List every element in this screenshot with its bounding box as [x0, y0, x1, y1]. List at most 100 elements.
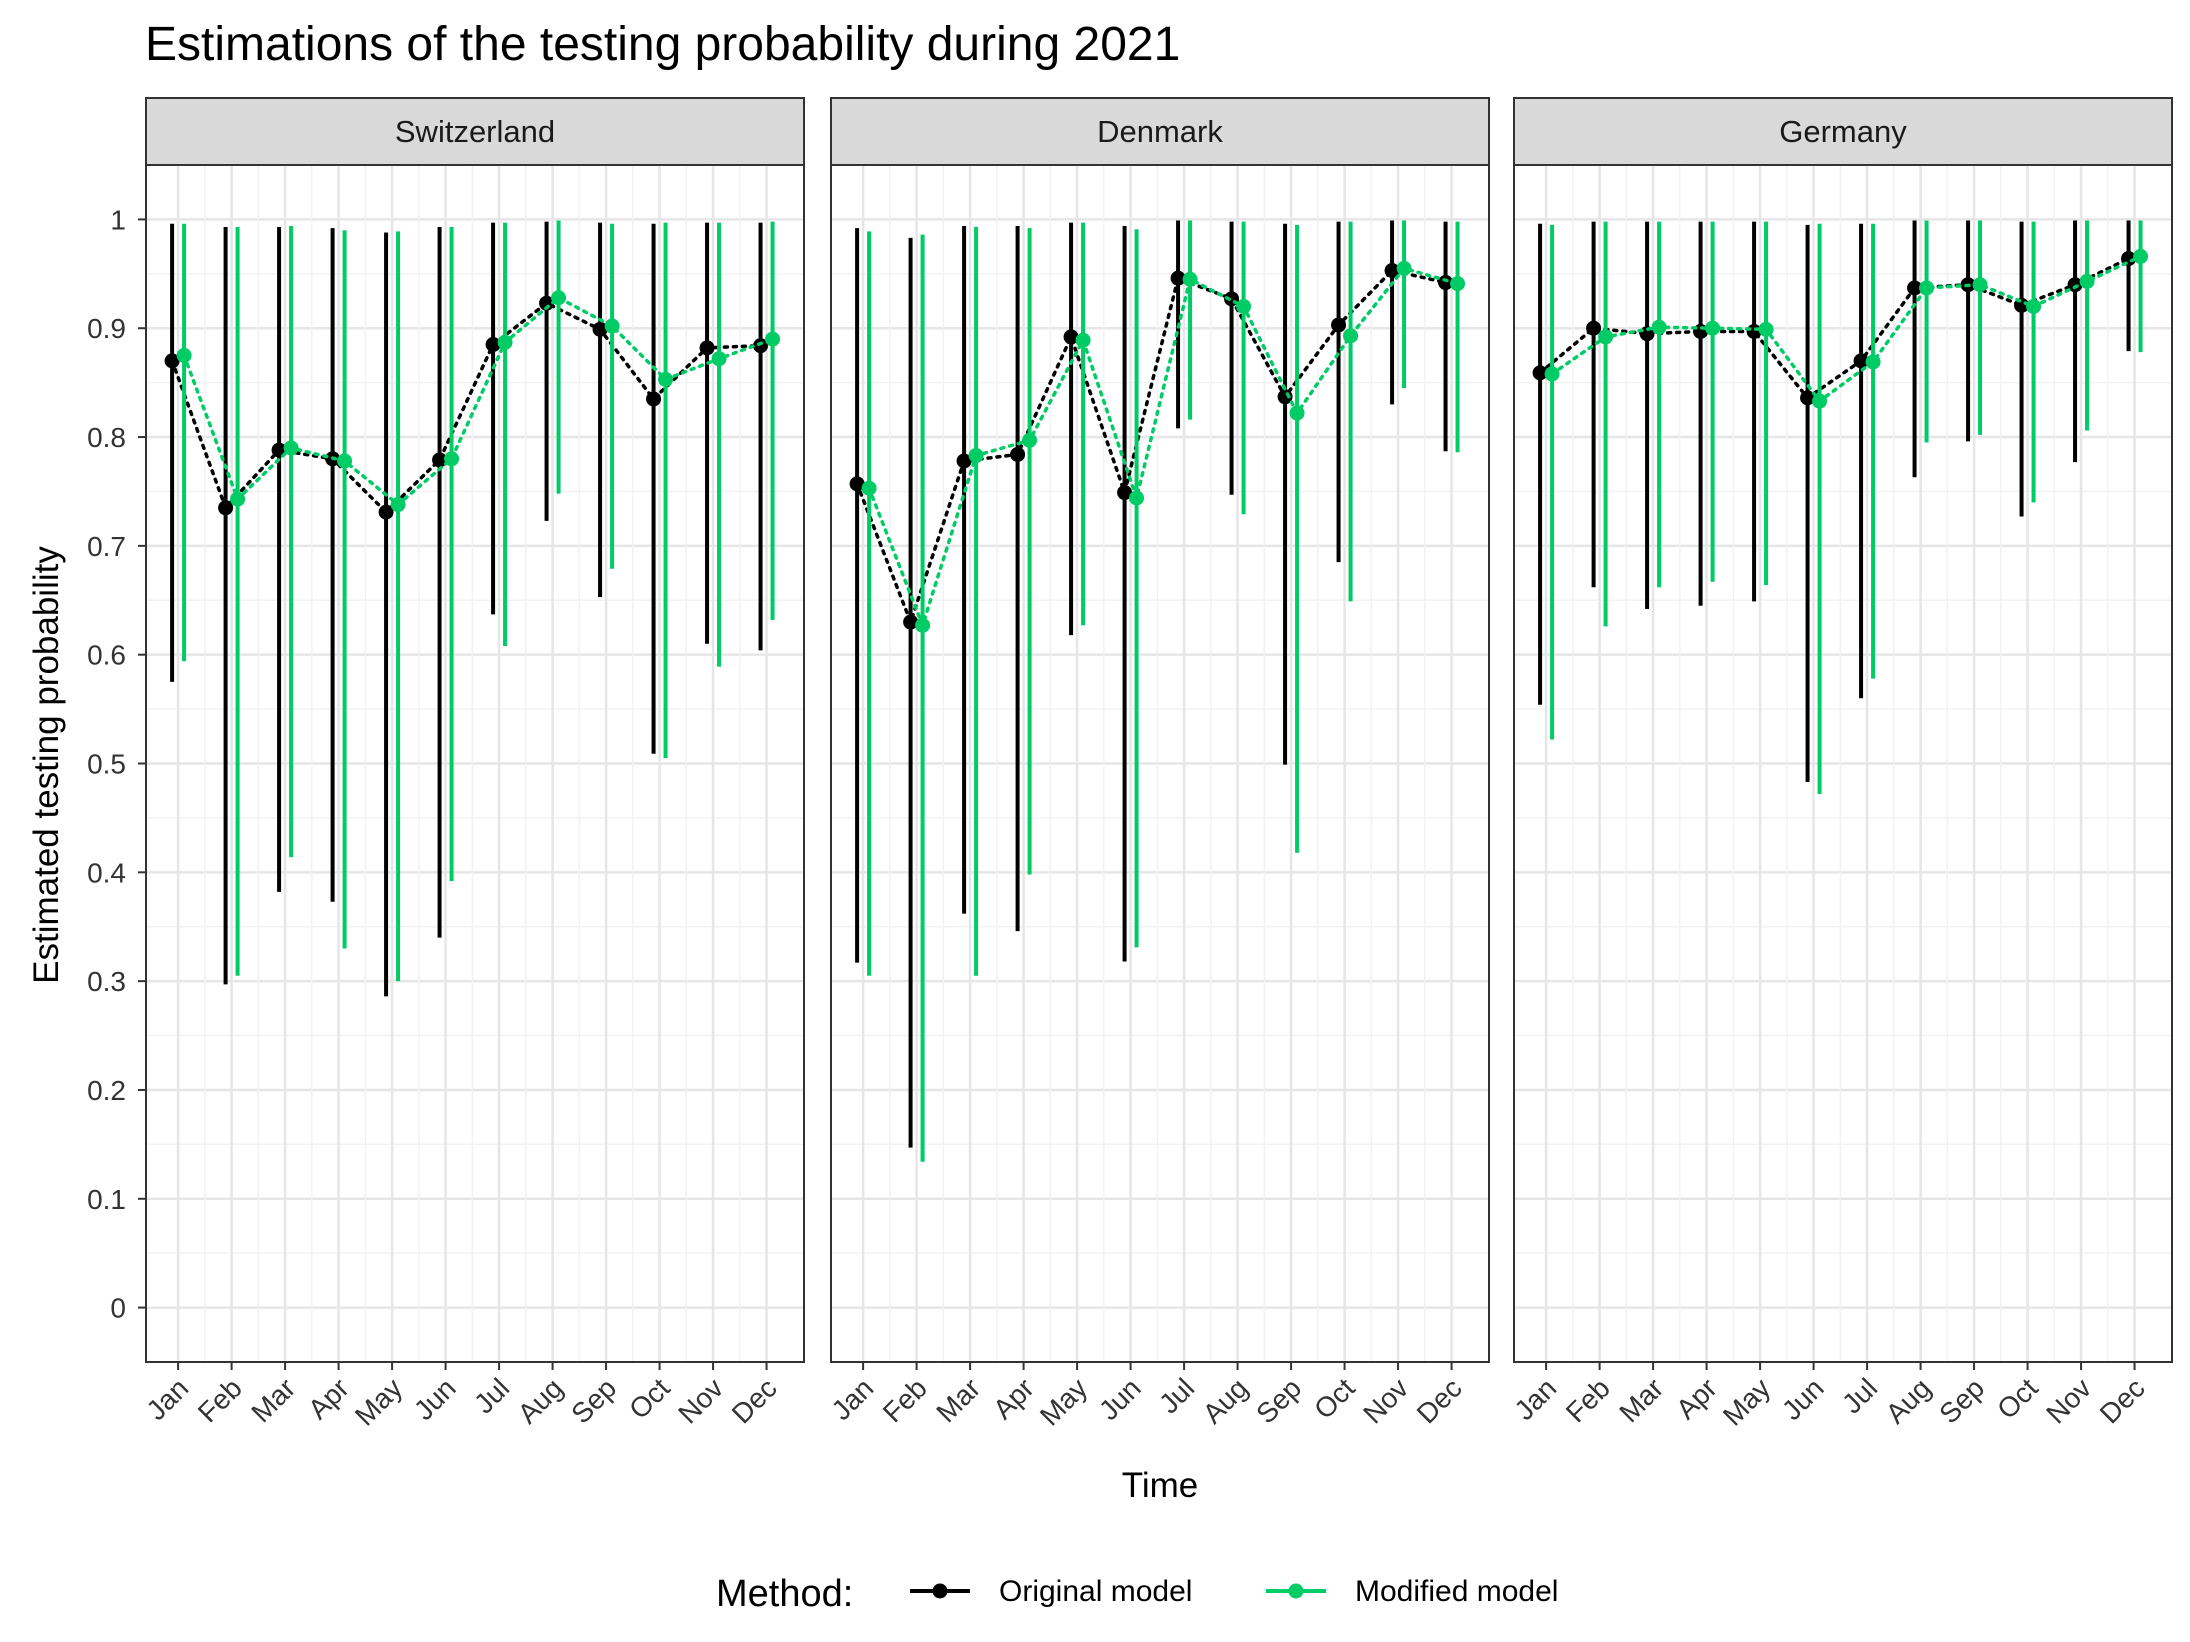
y-tick-label: 1 [110, 204, 126, 235]
data-point [1384, 263, 1400, 279]
data-point [1450, 276, 1466, 292]
data-point [1129, 490, 1145, 506]
series-line [867, 266, 1460, 631]
data-point [176, 347, 192, 363]
data-point [444, 451, 460, 467]
data-point [1907, 280, 1923, 296]
data-point [1705, 320, 1721, 336]
x-tick-label: Aug [1880, 1372, 1937, 1429]
data-point [2133, 248, 2149, 264]
data-point [1010, 446, 1026, 462]
y-axis-title: Estimated testing probability [27, 546, 66, 984]
data-point [1586, 320, 1602, 336]
x-tick-label: Mar [1613, 1372, 1669, 1428]
series-modified-model [1544, 220, 2149, 794]
x-tick-label: Nov [672, 1372, 729, 1429]
series-line [1550, 254, 2143, 404]
data-point [1075, 332, 1091, 348]
x-tick-label: Nov [2040, 1372, 2097, 1429]
x-tick-label: Nov [1357, 1372, 1414, 1429]
data-point [849, 476, 865, 492]
data-point [915, 617, 931, 633]
x-tick-label: Aug [512, 1372, 569, 1429]
data-point [1800, 390, 1816, 406]
data-point [1853, 353, 1869, 369]
y-tick-label: 0.2 [87, 1075, 126, 1106]
panel-strip-label: Switzerland [395, 114, 555, 149]
legend-items: Original model Modified model [910, 1575, 1558, 1608]
data-point [1396, 260, 1412, 276]
panel-strip [145, 97, 805, 166]
data-point [1343, 328, 1359, 344]
series-line [170, 301, 763, 515]
y-tick-label: 0.7 [87, 531, 126, 562]
x-tick-label: Oct [1991, 1372, 2044, 1425]
data-point [956, 453, 972, 469]
y-tick-label: 0.9 [87, 313, 126, 344]
data-point [861, 480, 877, 496]
x-tick-label: Jul [1153, 1372, 1200, 1419]
panel-strip-label: Denmark [1097, 114, 1223, 149]
data-point [164, 353, 180, 369]
y-tick-label: 0.4 [87, 857, 126, 888]
data-point [1865, 354, 1881, 370]
series-original-model [164, 221, 769, 997]
series-line [182, 295, 775, 507]
x-axis-title: Time [1122, 1466, 1198, 1505]
series-original-model [849, 220, 1454, 1148]
data-point [551, 290, 567, 306]
data-point [390, 497, 406, 513]
legend-label: Original model [999, 1575, 1192, 1608]
x-tick-label: Sep [1933, 1372, 1990, 1429]
data-point [1117, 485, 1133, 501]
y-tick-label: 0.6 [87, 640, 126, 671]
panel-border [830, 164, 1490, 1363]
x-tick-label: Dec [2094, 1372, 2151, 1429]
x-tick-label: Apr [1670, 1372, 1723, 1425]
series-modified-model [861, 220, 1466, 1162]
data-point [1919, 280, 1935, 296]
y-tick-label: 0 [110, 1293, 126, 1324]
data-point [2079, 273, 2095, 289]
legend-key-point [932, 1583, 948, 1599]
data-point [1022, 432, 1038, 448]
data-point [218, 500, 234, 516]
x-tick-label: Apr [302, 1372, 355, 1425]
data-point [646, 391, 662, 407]
data-point [1758, 321, 1774, 337]
x-tick-label: May [1717, 1372, 1776, 1431]
y-tick-label: 0.8 [87, 422, 126, 453]
x-tick-label: Jun [1093, 1372, 1147, 1426]
data-point [604, 318, 620, 334]
data-point [592, 321, 608, 337]
x-tick-label: Feb [877, 1372, 933, 1428]
data-point [485, 337, 501, 353]
data-point [2067, 277, 2083, 293]
x-tick-label: Dec [1411, 1372, 1468, 1429]
data-point [711, 351, 727, 367]
x-tick-label: Feb [1560, 1372, 1616, 1428]
data-point [765, 331, 781, 347]
x-tick-label: Oct [623, 1372, 676, 1425]
data-point [1812, 393, 1828, 409]
x-tick-label: Mar [245, 1372, 301, 1428]
data-point [230, 491, 246, 507]
data-point [1236, 298, 1252, 314]
x-tick-label: Apr [987, 1372, 1040, 1425]
x-tick-label: Jan [140, 1372, 194, 1426]
y-tick-label: 0.3 [87, 966, 126, 997]
series-modified-model [176, 220, 781, 982]
y-tick-label: 0.5 [87, 749, 126, 780]
x-tick-label: Jan [825, 1372, 879, 1426]
x-tick-label: Oct [1308, 1372, 1361, 1425]
data-point [1170, 270, 1186, 286]
x-tick-label: Feb [192, 1372, 248, 1428]
data-point [1331, 317, 1347, 333]
data-point [1598, 329, 1614, 345]
data-point [497, 334, 513, 350]
